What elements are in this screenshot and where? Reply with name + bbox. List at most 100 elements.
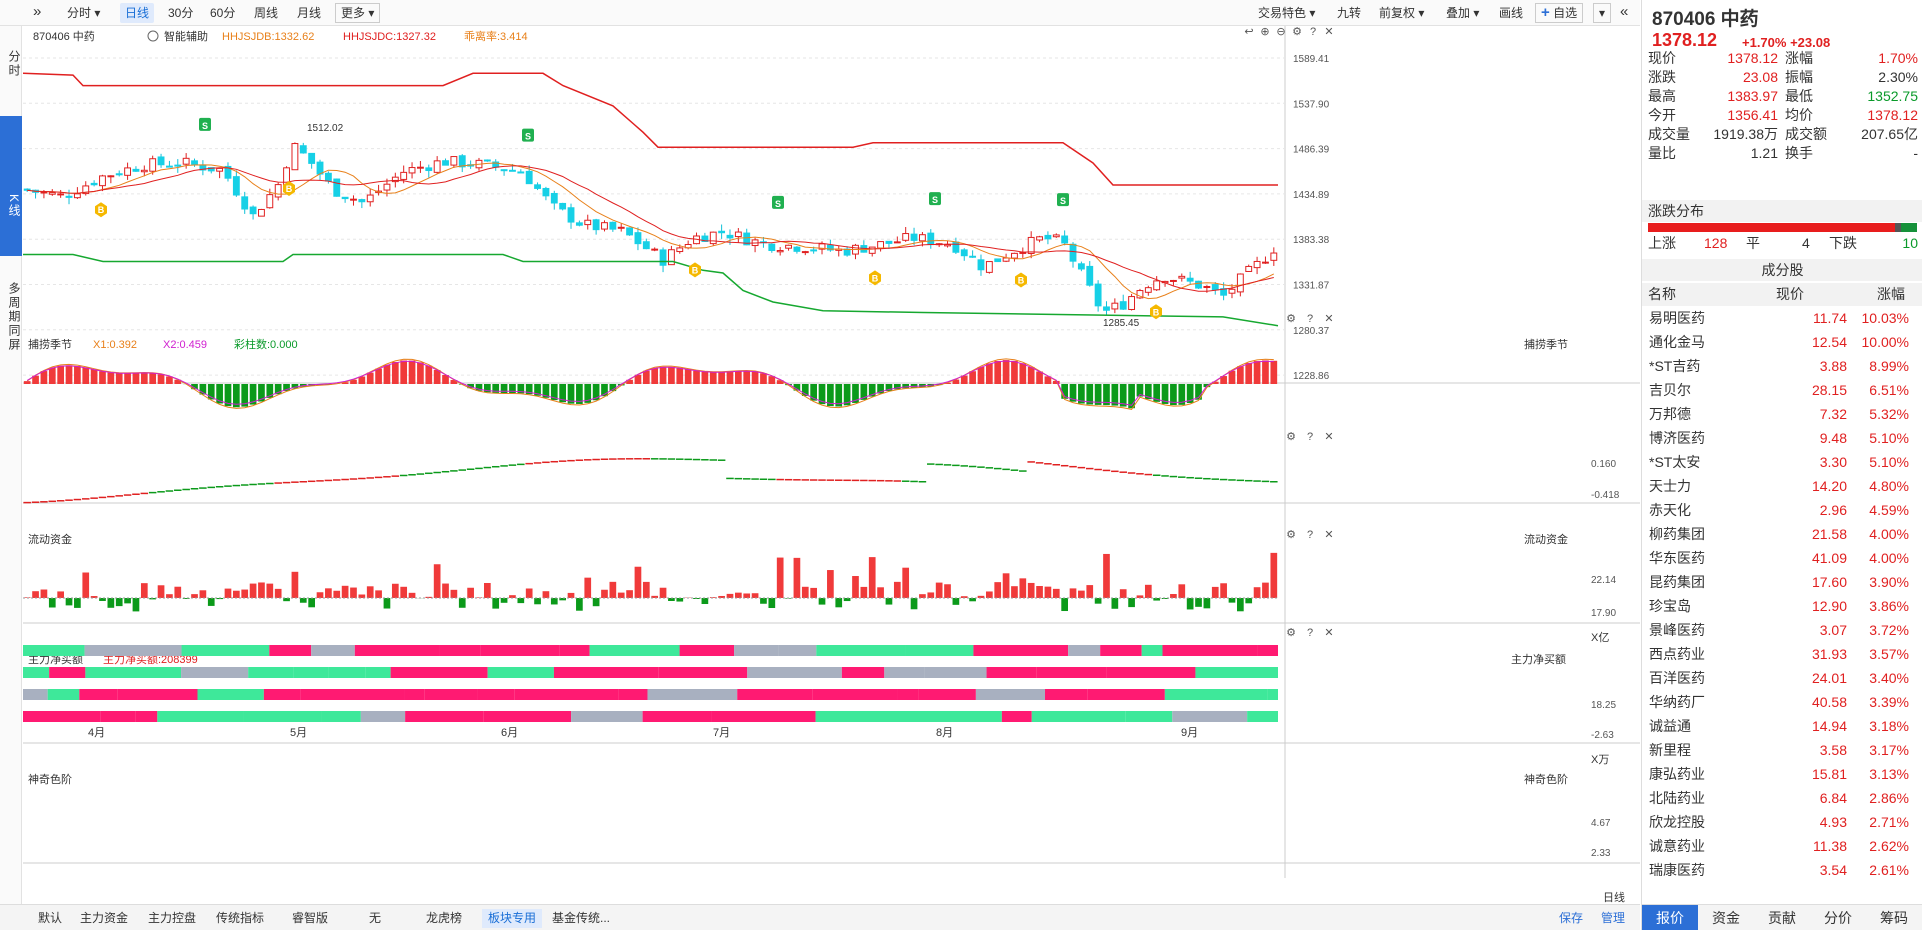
tab-fund[interactable]: 资金 bbox=[1712, 910, 1740, 926]
net-tick-1: 18.25 bbox=[1591, 700, 1616, 711]
candle-body bbox=[1069, 243, 1077, 262]
nav-timeshare[interactable]: 分时 bbox=[7, 50, 21, 78]
tab-dragon-tiger[interactable]: 龙虎榜 bbox=[425, 911, 462, 925]
constituent-row[interactable]: 易明医药 11.74 10.03% bbox=[1642, 306, 1922, 330]
tab-price-dist[interactable]: 分价 bbox=[1824, 910, 1852, 926]
trade-feature-dropdown[interactable]: 交易特色 ▾ bbox=[1258, 6, 1316, 20]
tab-traditional[interactable]: 传统指标 bbox=[215, 911, 264, 925]
watchlist-dropdown[interactable]: ▾ bbox=[1593, 3, 1612, 23]
constituent-row[interactable]: *ST太安 3.30 5.10% bbox=[1642, 450, 1922, 474]
net-buy-bar bbox=[484, 582, 491, 598]
net-buy-bar bbox=[408, 592, 416, 598]
double-chevron-left-icon[interactable]: « bbox=[1620, 3, 1629, 20]
net-buy-bar bbox=[827, 570, 834, 598]
constituent-row[interactable]: 景峰医药 3.07 3.72% bbox=[1642, 618, 1922, 642]
double-chevron-right-icon[interactable]: » bbox=[33, 3, 42, 20]
constituent-row[interactable]: 赤天化 2.96 4.59% bbox=[1642, 498, 1922, 522]
tab-contribution[interactable]: 贡献 bbox=[1768, 910, 1796, 926]
period-tab-monthly[interactable]: 月线 bbox=[297, 6, 322, 20]
constituent-row[interactable]: 华东医药 41.09 4.00% bbox=[1642, 546, 1922, 570]
adjust-dropdown[interactable]: 前复权 ▾ bbox=[1379, 6, 1425, 20]
stock-name: 北陆药业 bbox=[1649, 790, 1705, 806]
stock-price: 4.93 bbox=[1819, 814, 1847, 830]
stock-change: 4.00% bbox=[1869, 526, 1909, 542]
net-buy-bar bbox=[182, 598, 190, 599]
constituent-row[interactable]: 昆药集团 17.60 3.90% bbox=[1642, 570, 1922, 594]
candle-body bbox=[107, 175, 115, 178]
constituent-row[interactable]: 吉贝尔 28.15 6.51% bbox=[1642, 378, 1922, 402]
constituent-row[interactable]: 欣龙控股 4.93 2.71% bbox=[1642, 810, 1922, 834]
buy-marker bbox=[869, 270, 881, 286]
tab-default[interactable]: 默认 bbox=[37, 911, 62, 925]
net-buy-bar bbox=[601, 589, 608, 598]
net-buy-bar bbox=[207, 598, 215, 606]
constituent-row[interactable]: 珍宝岛 12.90 3.86% bbox=[1642, 594, 1922, 618]
catch-bar bbox=[1019, 363, 1027, 384]
constituent-row[interactable]: *ST吉药 3.88 8.99% bbox=[1642, 354, 1922, 378]
net-buy-bar bbox=[885, 598, 893, 605]
constituent-row[interactable]: 诚意药业 11.38 2.62% bbox=[1642, 834, 1922, 858]
stock-name: 康弘药业 bbox=[1649, 766, 1705, 782]
constituent-row[interactable]: 瑞康医药 3.54 2.61% bbox=[1642, 858, 1922, 882]
color-level-segment bbox=[293, 667, 329, 678]
net-buy-bar bbox=[433, 564, 441, 598]
candle-body bbox=[274, 184, 282, 198]
tab-quote[interactable]: 报价 bbox=[1642, 905, 1698, 930]
constituent-row[interactable]: 北陆药业 6.84 2.86% bbox=[1642, 786, 1922, 810]
period-tab-30min[interactable]: 30分 bbox=[168, 6, 194, 20]
manage-button[interactable]: 管理 bbox=[1600, 911, 1625, 925]
tab-main-fund[interactable]: 主力资金 bbox=[79, 911, 128, 925]
catch-bar-count: 彩柱数:0.000 bbox=[234, 337, 298, 351]
kline-chart[interactable]: 870406 中药 智能辅助 HHJSJDB:1332.62 HHJSJDC:1… bbox=[23, 26, 1640, 904]
stock-change: 8.99% bbox=[1869, 358, 1909, 374]
constituent-row[interactable]: 华纳药厂 40.58 3.39% bbox=[1642, 690, 1922, 714]
net-buy-bar bbox=[166, 594, 173, 598]
tab-none[interactable]: 无 bbox=[368, 911, 381, 925]
constituent-row[interactable]: 博济医药 9.48 5.10% bbox=[1642, 426, 1922, 450]
save-button[interactable]: 保存 bbox=[1558, 911, 1583, 925]
period-tab-daily[interactable]: 日线 bbox=[120, 3, 155, 23]
catch-bar bbox=[609, 384, 617, 392]
constituent-row[interactable]: 诚益通 14.94 3.18% bbox=[1642, 714, 1922, 738]
constituent-row[interactable]: 新里程 3.58 3.17% bbox=[1642, 738, 1922, 762]
buy-marker bbox=[689, 262, 701, 278]
catch-bar bbox=[668, 366, 675, 384]
sell-marker bbox=[1057, 193, 1069, 207]
tab-fund-traditional[interactable]: 基金传统... bbox=[551, 911, 610, 925]
color-level-segment bbox=[477, 689, 515, 700]
add-watchlist-button[interactable]: + 自选 bbox=[1535, 3, 1584, 23]
constituent-row[interactable]: 柳药集团 21.58 4.00% bbox=[1642, 522, 1922, 546]
net-buy-bar bbox=[935, 582, 943, 598]
constituent-row[interactable]: 康弘药业 15.81 3.13% bbox=[1642, 762, 1922, 786]
nine-turn-button[interactable]: 九转 bbox=[1337, 6, 1362, 20]
draw-line-button[interactable]: 画线 bbox=[1499, 6, 1524, 20]
catch-bar bbox=[207, 384, 215, 400]
more-periods-dropdown[interactable]: 更多 ▾ bbox=[335, 3, 381, 23]
color-level-segment bbox=[571, 711, 643, 722]
nav-multi-period[interactable]: 多周期同屏 bbox=[7, 282, 21, 352]
net-buy-bar bbox=[751, 593, 759, 598]
net-buy-bar bbox=[760, 598, 767, 604]
tab-smart[interactable]: 睿智版 bbox=[291, 911, 328, 925]
price-tick: 1434.89 bbox=[1293, 190, 1330, 201]
constituent-row[interactable]: 西点药业 31.93 3.57% bbox=[1642, 642, 1922, 666]
constituent-row[interactable]: 天士力 14.20 4.80% bbox=[1642, 474, 1922, 498]
tab-sector[interactable]: 板块专用 bbox=[482, 909, 542, 928]
nav-kline[interactable]: K线 bbox=[0, 116, 22, 256]
constituent-row[interactable]: 百洋医药 24.01 3.40% bbox=[1642, 666, 1922, 690]
tab-chips[interactable]: 筹码 bbox=[1880, 910, 1908, 926]
tab-main-control[interactable]: 主力控盘 bbox=[147, 911, 196, 925]
overlay-dropdown[interactable]: 叠加 ▾ bbox=[1446, 6, 1480, 20]
net-buy-bar bbox=[584, 577, 592, 598]
quote-label: 振幅 bbox=[1785, 69, 1813, 85]
net-buy-bar bbox=[467, 587, 474, 598]
constituent-row[interactable]: 万邦德 7.32 5.32% bbox=[1642, 402, 1922, 426]
net-buy-bar bbox=[199, 590, 207, 598]
period-tab-weekly[interactable]: 周线 bbox=[254, 6, 279, 20]
period-tab-60min[interactable]: 60分 bbox=[210, 6, 236, 20]
period-tab-minute[interactable]: 分时 ▾ bbox=[67, 6, 101, 20]
color-level-segment bbox=[47, 689, 80, 700]
constituent-row[interactable]: 通化金马 12.54 10.00% bbox=[1642, 330, 1922, 354]
assist-dropdown-icon[interactable] bbox=[147, 30, 159, 42]
stock-change: 3.13% bbox=[1869, 766, 1909, 782]
